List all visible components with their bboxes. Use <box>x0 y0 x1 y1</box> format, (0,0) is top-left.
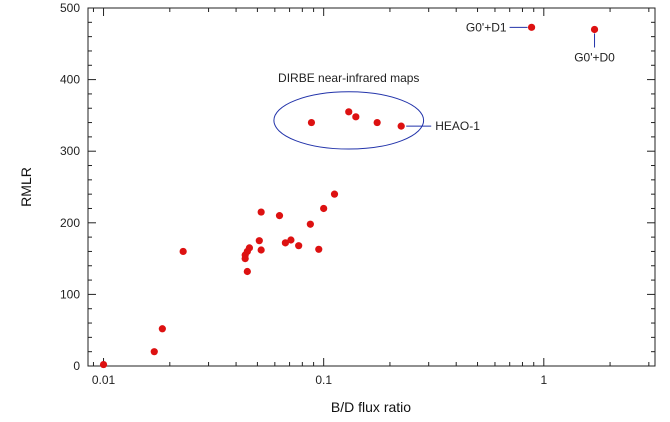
data-point <box>590 25 599 34</box>
y-tick-label: 500 <box>60 1 80 15</box>
x-tick-label: 0.1 <box>315 373 332 387</box>
data-point <box>320 204 328 213</box>
data-point <box>257 208 265 216</box>
y-tick-label: 100 <box>60 287 80 301</box>
y-axis-ticks: 0 100 200 300 400 500 <box>60 1 655 373</box>
data-point <box>255 237 263 245</box>
data-point <box>295 242 303 250</box>
data-point <box>307 118 316 127</box>
x-tick-label: 0.01 <box>92 373 116 387</box>
data-point <box>373 118 381 127</box>
data-point <box>257 246 265 254</box>
data-point <box>150 348 158 356</box>
data-point <box>241 255 249 263</box>
y-tick-label: 400 <box>60 73 80 87</box>
data-point <box>158 325 166 333</box>
data-point <box>315 245 323 253</box>
data-point <box>287 236 295 244</box>
x-axis-ticks: 0.01 0.1 1 <box>92 8 650 387</box>
data-point <box>99 360 108 369</box>
data-point <box>306 220 314 228</box>
g0d1-annotation-label: G0'+D1 <box>466 20 507 34</box>
data-points <box>99 23 599 369</box>
heao-annotation-label: HEAO-1 <box>435 119 480 133</box>
y-tick-label: 0 <box>73 359 80 373</box>
data-point <box>179 247 187 256</box>
data-point <box>397 122 405 130</box>
dirbe-ellipse <box>273 91 425 150</box>
x-tick-label: 1 <box>540 373 547 387</box>
y-tick-label: 300 <box>60 144 80 158</box>
data-point <box>352 113 360 121</box>
y-axis-label: RMLR <box>18 167 34 207</box>
data-point <box>245 244 254 252</box>
data-point <box>330 190 339 198</box>
data-point <box>275 212 284 220</box>
x-axis-label: B/D flux ratio <box>331 399 411 415</box>
g0d0-annotation-label: G0'+D0 <box>574 50 615 64</box>
data-point <box>243 267 251 276</box>
dirbe-annotation-label: DIRBE near-infrared maps <box>278 71 419 85</box>
plot-frame <box>87 7 656 367</box>
y-tick-label: 200 <box>60 216 80 230</box>
data-point <box>527 23 536 31</box>
data-point <box>281 239 289 247</box>
data-point <box>345 108 353 116</box>
annotations: DIRBE near-infrared maps HEAO-1 G0'+D1 G0'+… <box>273 20 615 150</box>
